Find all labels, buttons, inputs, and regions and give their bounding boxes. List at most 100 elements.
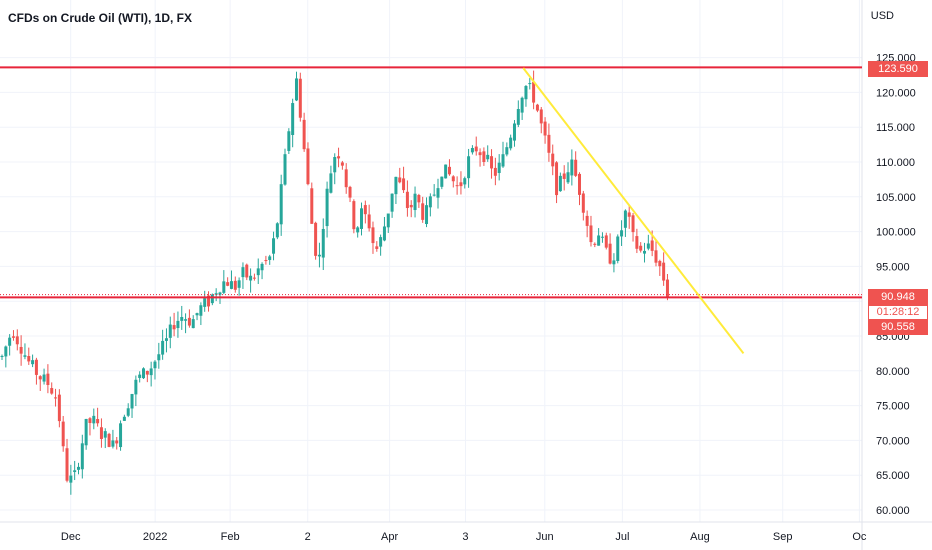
candle-up [567,172,570,182]
candle-down [574,160,577,176]
candlestick-series [1,71,669,495]
candle-down [482,151,485,162]
candle-down [264,260,267,261]
y-tick-label: 70.000 [876,435,910,447]
candle-up [1,356,4,357]
candle-up [425,205,428,224]
candle-down [421,203,424,220]
candle-down [108,434,111,447]
candle-down [50,388,53,394]
candle-up [157,354,160,360]
candle-up [624,211,627,228]
support-price-tag[interactable]: 90.558 [868,319,928,335]
candle-up [119,423,122,447]
candle-up [222,281,225,293]
candle-up [471,148,474,152]
candle-up [326,189,329,226]
candle-down [406,192,409,208]
candle-down [364,205,367,214]
candle-up [391,194,394,212]
candle-up [616,236,619,261]
candle-up [196,313,199,315]
y-axis-labels: 60.00065.00070.00075.00080.00085.00090.0… [876,53,916,517]
horizontal-levels[interactable] [0,67,862,297]
candle-up [8,338,11,346]
candle-down [188,318,191,326]
candle-down [448,167,451,174]
candle-up [230,281,233,289]
x-tick-label: 2 [305,531,311,543]
candle-down [54,397,57,398]
currency-label: USD [871,10,894,22]
candle-down [100,427,103,439]
descending-trendline [523,68,743,353]
candle-down [253,278,256,279]
candle-down [651,241,654,251]
candle-down [341,162,344,165]
countdown-tag: 01:28:12 [868,305,928,320]
candle-down [306,148,309,184]
candle-up [77,467,80,470]
trendline-layer[interactable] [523,68,743,353]
x-tick-label: Sep [773,531,793,543]
candle-up [643,251,646,254]
candle-up [612,260,615,264]
last-price-tag[interactable]: 90.948 [868,289,928,305]
candle-down [544,122,547,136]
candle-down [582,193,585,212]
candle-up [134,380,137,395]
candle-up [291,103,294,135]
candle-down [16,336,19,344]
candle-down [234,281,237,290]
candle-down [39,376,42,379]
candle-up [467,156,470,178]
candle-up [433,195,436,196]
candle-down [589,225,592,242]
y-tick-label: 105.000 [876,192,916,204]
candle-up [429,196,432,207]
candle-up [203,298,206,307]
candle-up [176,321,179,328]
candle-up [356,227,359,232]
candle-up [4,346,7,356]
candle-down [536,105,539,111]
candle-down [173,325,176,329]
candle-down [88,418,91,423]
candle-up [620,230,623,236]
candle-up [261,264,264,270]
candle-up [272,238,275,253]
resistance-price-tag[interactable]: 123.590 [868,61,928,77]
x-tick-label: Jun [536,531,554,543]
candle-down [605,235,608,247]
candle-up [517,109,520,125]
candle-up [521,98,524,113]
candle-up [394,177,397,194]
candle-down [586,216,589,226]
y-tick-label: 65.000 [876,470,910,482]
candle-up [257,268,260,275]
candle-down [628,212,631,216]
candle-down [226,282,229,286]
candle-up [238,280,241,287]
chart-title: CFDs on Crude Oil (WTI), 1D, FX [8,11,192,25]
x-tick-label: Apr [381,531,398,543]
x-tick-label: Oc [852,531,867,543]
candle-up [23,355,26,356]
candle-down [459,182,462,186]
candle-down [662,263,665,281]
candle-down [368,214,371,228]
candle-up [601,237,604,238]
candle-down [146,371,149,375]
candle-down [494,168,497,176]
candle-up [211,295,214,304]
candle-up [184,319,187,321]
candle-up [295,78,298,100]
candle-down [456,185,459,186]
y-tick-label: 100.000 [876,227,916,239]
candle-up [153,362,156,369]
candle-down [337,156,340,158]
candle-up [142,368,145,378]
candle-up [505,147,508,154]
y-tick-label: 110.000 [876,157,915,169]
